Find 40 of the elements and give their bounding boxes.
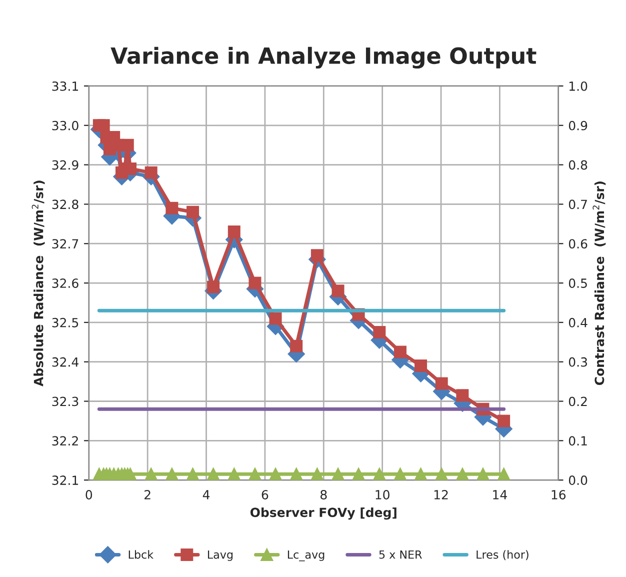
y2-tick-label: 0.5 [568, 278, 587, 288]
x-tick-label: 8 [320, 490, 327, 500]
y-tick-label: 32.3 [52, 396, 78, 406]
y-tick-label: 33.0 [52, 120, 78, 130]
x-tick-label: 10 [376, 490, 390, 500]
legend-label: Lres (hor) [476, 550, 528, 560]
x-tick-label: 4 [202, 490, 210, 500]
y2-tick-label: 0.1 [568, 436, 587, 446]
y-tick-label: 32.4 [52, 357, 78, 367]
y2-axis-title: Contrast Radiance (W/m$^{2}$/sr) [592, 181, 606, 386]
y2-tick-label: 0.9 [568, 120, 588, 130]
y-tick-label: 32.6 [52, 278, 78, 288]
y2-tick-label: 1.0 [569, 81, 588, 91]
y2-tick-label: 0.0 [568, 476, 588, 485]
legend-label: Lc_avg [288, 550, 324, 562]
x-tick-label: 6 [262, 490, 268, 500]
y-tick-label: 32.8 [52, 200, 78, 210]
y2-tick-label: 0.2 [568, 396, 587, 406]
y-tick-label: 33.1 [52, 81, 78, 91]
y-tick-label: 32.9 [52, 160, 78, 170]
x-axis-title: Observer FOVy [deg] [250, 507, 396, 520]
y2-tick-label: 0.4 [568, 318, 588, 328]
y2-tick-label: 0.8 [568, 160, 588, 170]
y-tick-label: 32.5 [52, 318, 78, 328]
y-axis-title: Absolute Radiance (W/m$^{2}$/sr) [32, 180, 45, 386]
x-tick-label: 16 [552, 490, 566, 500]
x-tick-label: 0 [86, 490, 92, 500]
x-tick-label: 14 [493, 490, 507, 500]
y-tick-label: 32.1 [52, 476, 78, 485]
y-tick-label: 32.2 [52, 436, 78, 446]
y2-tick-label: 0.6 [568, 239, 588, 249]
legend-label: 5 x NER [379, 550, 422, 559]
x-tick-label: 2 [144, 490, 150, 500]
legend-label: Lbck [128, 550, 154, 559]
y2-tick-label: 0.7 [568, 200, 587, 210]
y2-tick-label: 0.3 [568, 357, 587, 367]
chart-title: Variance in Analyze Image Output [110, 46, 536, 69]
y-tick-label: 32.7 [52, 239, 78, 249]
x-tick-label: 12 [434, 490, 448, 500]
legend-label: Lavg [208, 550, 233, 561]
